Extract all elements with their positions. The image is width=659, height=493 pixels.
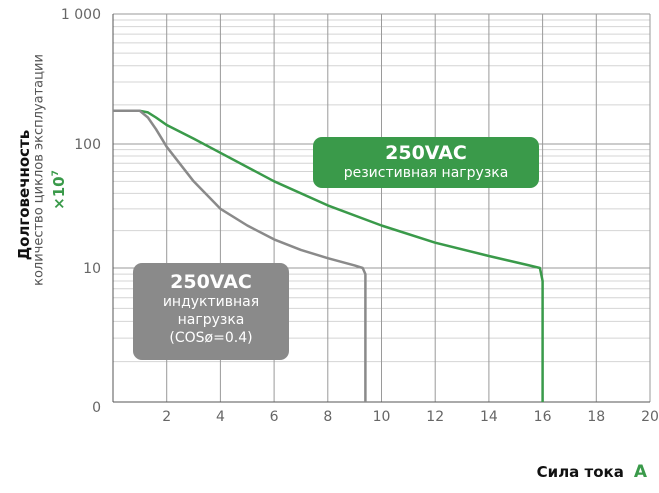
- x-tick-label: 20: [641, 409, 659, 425]
- y-tick-label: 0: [92, 400, 101, 416]
- annotation-resistive-line-1: резистивная нагрузка: [343, 165, 509, 181]
- annotation-resistive: 250VAC резистивная нагрузка: [313, 137, 539, 188]
- x-axis-label: Сила тока: [536, 463, 624, 481]
- annotation-inductive-line-1: индуктивная: [162, 294, 260, 310]
- x-axis-title: Сила тока A: [537, 462, 647, 482]
- y-tick-label: 100: [74, 137, 101, 153]
- series-line-inductive: [113, 109, 367, 402]
- y-tick-label: 10: [83, 261, 101, 277]
- x-tick-label: 16: [534, 409, 552, 425]
- x-tick-label: 2: [162, 409, 171, 425]
- series-lines: [113, 109, 544, 402]
- x-tick-label: 4: [216, 409, 225, 425]
- series-line-resistive: [113, 109, 544, 402]
- annotation-inductive-title: 250VAC: [170, 271, 252, 293]
- x-axis-unit: A: [633, 462, 647, 482]
- x-tick-label: 18: [587, 409, 605, 425]
- x-tick-label: 6: [270, 409, 279, 425]
- axes: [112, 14, 650, 403]
- x-tick-label: 8: [323, 409, 332, 425]
- annotation-inductive-line-3: (COSø=0.4): [169, 330, 253, 346]
- annotation-inductive-line-2: нагрузка: [177, 312, 245, 328]
- x-tick-label: 12: [426, 409, 444, 425]
- y-tick-label: 1 000: [61, 7, 101, 23]
- annotation-inductive: 250VAC индуктивная нагрузка (COSø=0.4): [133, 263, 289, 360]
- annotation-resistive-title: 250VAC: [385, 142, 467, 164]
- x-tick-label: 14: [480, 409, 498, 425]
- x-tick-label: 10: [373, 409, 391, 425]
